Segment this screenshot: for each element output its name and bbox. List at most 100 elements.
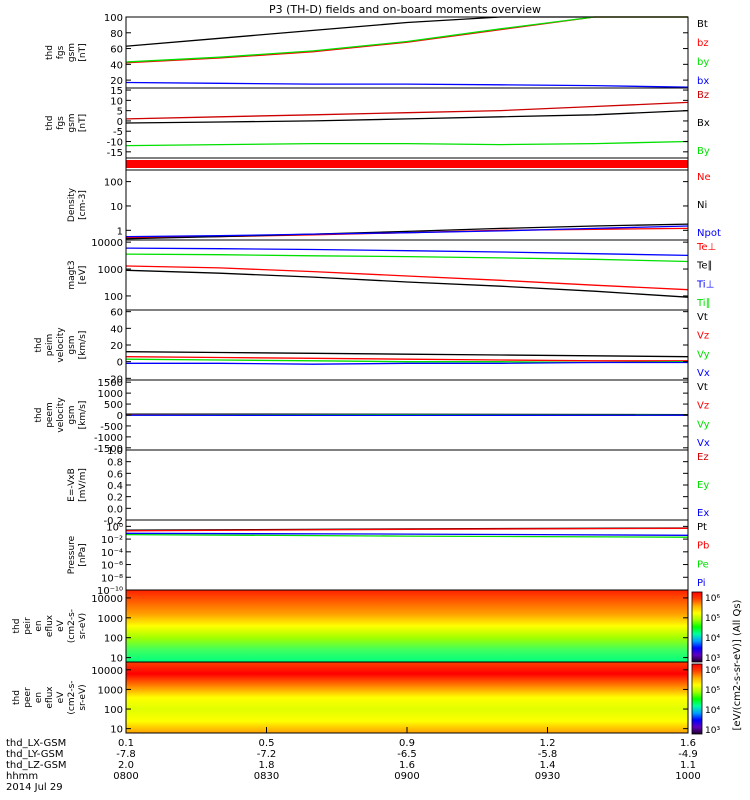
ylabel-pressure: [nPa]	[78, 543, 88, 566]
legend-density-Npot: Npot	[697, 228, 721, 239]
panel-peim: 60 40 20 0 -20 thd peim velocity gsm [km/s] Vt Vz Vy…	[34, 308, 710, 386]
xtick-label: -4.9	[678, 749, 698, 760]
ytick-label-peim: 20	[110, 341, 123, 352]
ylabel-fgs_gsm: [nT]	[78, 43, 88, 61]
ytick-label-density: 100	[104, 178, 123, 189]
ytick-label-fgs_gsm_zoom: -5	[113, 127, 123, 138]
panel-frame-peim	[125, 309, 689, 381]
series-line-temp-Ti⊥	[125, 247, 689, 257]
ytick-label-fgs_gsm: 100	[104, 13, 123, 24]
ylabel-fgs_gsm_zoom: gsm	[67, 113, 77, 132]
legend-peem-Vz: Vz	[697, 401, 709, 412]
ytick-label-peem: 500	[104, 400, 123, 411]
ylabel-peer: eV	[56, 691, 66, 704]
ylabel-efield: E=-VxB	[67, 468, 77, 502]
ylabel-peim: gsm	[67, 335, 77, 354]
xtick-label: 0900	[394, 771, 419, 782]
ytick-label-peem: 0	[117, 411, 123, 422]
legend-density-Ne: Ne	[697, 172, 711, 183]
ytick-label-efield: -0.2	[103, 516, 123, 527]
ylabel-fgs_gsm_zoom: [nT]	[78, 114, 88, 132]
legend-fgs_gsm-bx: bx	[697, 76, 709, 87]
ylabel-temp: [eV]	[78, 266, 88, 285]
ytick-label-temp: 10000	[91, 238, 123, 249]
ytick-label-temp: 1000	[98, 265, 123, 276]
colorbar-tick-label: 10⁵	[705, 614, 720, 624]
panel-bar	[125, 157, 689, 171]
colorbar-1	[691, 663, 703, 735]
ylabel-peir: sr-eV)	[78, 613, 88, 639]
xtick-label: 0800	[113, 771, 138, 782]
ytick-label-pressure: 10⁻⁶	[101, 561, 123, 572]
xtick-label: 1000	[675, 771, 700, 782]
colorbar-tick-label: 10⁶	[705, 594, 720, 604]
ytick-label-efield: 0.2	[107, 493, 123, 504]
footer-label: thd_LZ-GSM	[6, 760, 67, 771]
xtick-label: 1.2	[540, 738, 556, 749]
ytick-label-efield: 0.8	[107, 458, 123, 469]
ylabel-peir: eflux	[45, 614, 55, 637]
xtick-label: 1.1	[680, 760, 696, 771]
ytick-label-peer: 100	[104, 705, 123, 716]
legend-temp-Te⊥: Te⊥	[696, 242, 716, 253]
ylabel-fgs_gsm_zoom: thd	[45, 116, 55, 131]
footer-label: thd_LX-GSM	[6, 738, 66, 749]
xtick-label: 0.1	[118, 738, 134, 749]
series-line-fgs_gsm-bx	[125, 81, 689, 88]
series-line-density-Ni	[125, 223, 689, 240]
ylabel-peem: thd	[34, 408, 44, 423]
ytick-label-pressure: 10⁻¹⁰	[97, 586, 123, 597]
ytick-label-efield: 0.4	[107, 481, 123, 492]
footer-label: hhmm	[6, 771, 38, 782]
ytick-label-fgs_gsm_zoom: 5	[117, 107, 123, 118]
ylabel-peir: peir	[23, 617, 33, 635]
ylabel-peer: (cm2-s-	[67, 680, 77, 714]
legend-fgs_gsm-Bt: Bt	[697, 19, 708, 30]
ytick-label-fgs_gsm: 80	[110, 29, 123, 40]
ylabel-peim: peim	[45, 334, 55, 357]
series-line-density-Npot	[125, 225, 689, 238]
ytick-label-fgs_gsm_zoom: 15	[110, 86, 123, 97]
legend-peem-Vx: Vx	[697, 438, 710, 449]
ylabel-density: Density	[67, 187, 77, 222]
panel-peer: 10 100 1000 10000 thd peer en eflux eV (cm2-s-sr-…	[12, 661, 689, 736]
series-line-peim-Vz	[125, 356, 688, 362]
xtick-label: 1.4	[540, 760, 556, 771]
xtick-label: 0.5	[259, 738, 275, 749]
chart-title: P3 (TH-D) fields and on-board moments ov…	[269, 3, 541, 16]
legend-fgs_gsm-bz: bz	[697, 38, 709, 49]
ylabel-peir: en	[34, 620, 44, 631]
ytick-label-pressure: 10⁻⁴	[101, 548, 123, 559]
ytick-label-density: 10	[110, 202, 123, 213]
series-line-peim-Vt	[125, 351, 689, 358]
legend-pressure-Pb: Pb	[697, 541, 709, 552]
ylabel-fgs_gsm: fgs	[56, 45, 66, 59]
panel-frame-fgs_gsm	[125, 16, 689, 89]
legend-peem-Vy: Vy	[697, 419, 710, 430]
series-line-temp-Te⊥	[125, 265, 689, 291]
ylabel-peer: peer	[23, 687, 33, 708]
ylabel-peir: thd	[12, 619, 22, 634]
ytick-label-peim: -20	[107, 374, 123, 385]
panel-temp: 100 1000 10000 magt3 [eV] Te⊥ Te∥ Ti⊥ Ti∥	[67, 238, 716, 311]
ytick-label-peem: 1000	[98, 389, 123, 400]
ytick-label-peer: 10000	[91, 666, 123, 677]
ytick-label-temp: 100	[104, 292, 123, 303]
ytick-label-fgs_gsm: 20	[110, 76, 123, 87]
ytick-label-peer: 1000	[98, 685, 123, 696]
xtick-label: -6.5	[397, 749, 417, 760]
panel-density: 1 10 100 Density [cm-3] Ne Ni Npot	[67, 169, 721, 241]
flag-bar	[126, 160, 688, 168]
colorbar-label: [eV/(cm2-s-sr-eV)] (All Qs)	[732, 599, 743, 730]
panel-fgs_gsm: 20 40 60 80 100 thd fgs gsm [nT] Bt bz by bx	[45, 13, 709, 89]
ytick-label-density: 1	[117, 226, 123, 237]
legend-fgs_gsm-by: by	[697, 57, 709, 68]
ylabel-peir: eV	[56, 619, 66, 632]
ylabel-fgs_gsm: thd	[45, 45, 55, 60]
colorbar-tick-label: 10⁵	[705, 686, 720, 696]
legend-pressure-Pt: Pt	[697, 522, 707, 533]
ytick-label-peir: 100	[104, 634, 123, 645]
ytick-label-efield: 0.6	[107, 469, 123, 480]
